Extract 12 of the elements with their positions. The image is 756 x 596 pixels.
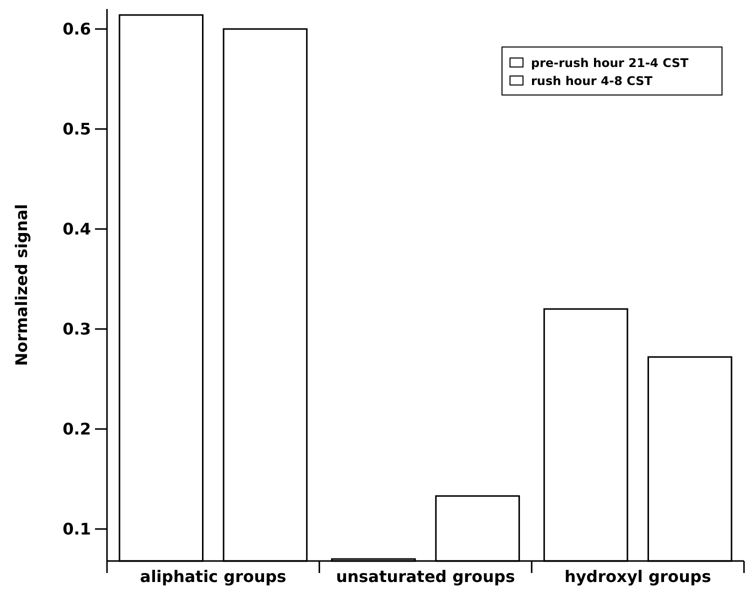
y-axis-title: Normalized signal — [12, 204, 31, 366]
y-tick-label: 0.1 — [62, 520, 91, 539]
y-tick-label: 0.2 — [62, 420, 91, 439]
y-tick-label: 0.6 — [62, 20, 91, 39]
x-tick-label: unsaturated groups — [336, 567, 516, 586]
legend-label: pre-rush hour 21-4 CST — [531, 56, 690, 70]
x-tick-label: aliphatic groups — [140, 567, 286, 586]
legend-label: rush hour 4-8 CST — [531, 74, 654, 88]
x-tick-label: hydroxyl groups — [564, 567, 712, 586]
y-tick-label: 0.4 — [62, 220, 91, 239]
y-tick-label: 0.3 — [62, 320, 91, 339]
y-tick-label: 0.5 — [62, 120, 91, 139]
